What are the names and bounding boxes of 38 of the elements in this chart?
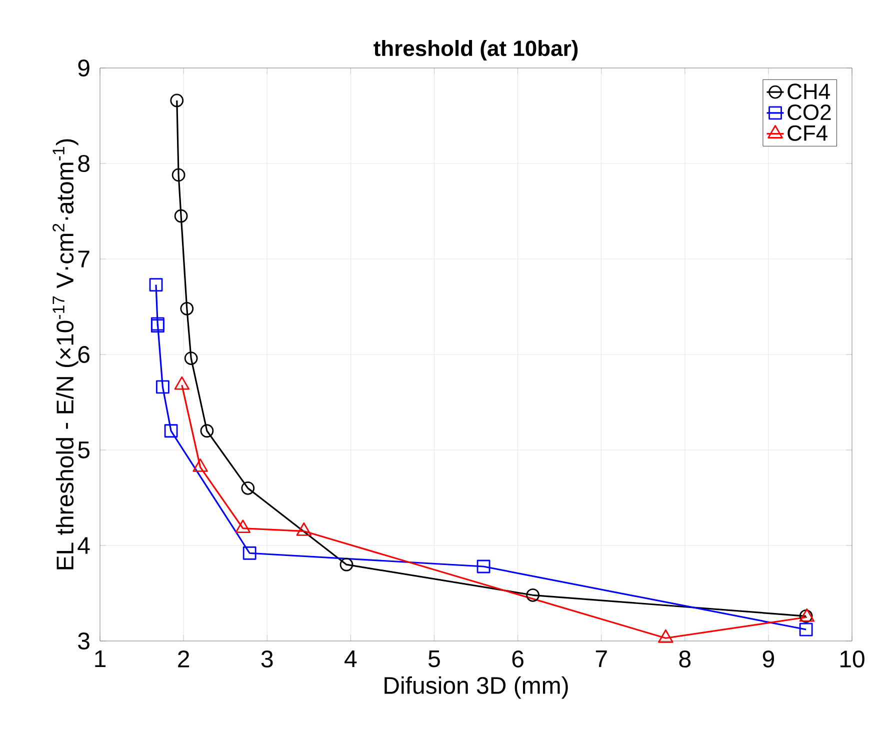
y-axis-title: EL threshold - E/N (×10$^{-17}$ V·cm$^{2}$·atom$^{-1}$) bbox=[52, 139, 78, 570]
y-tick-label: 8 bbox=[78, 154, 90, 172]
point bbox=[170, 94, 184, 108]
x-tick-label: 4 bbox=[344, 650, 357, 668]
x-tick-label: 8 bbox=[679, 650, 691, 668]
x-tick-label: 2 bbox=[178, 650, 190, 668]
x-axis-title: Difusion 3D (mm) bbox=[384, 676, 568, 699]
y-tick-label: 3 bbox=[78, 632, 90, 650]
legend-label: CO2 bbox=[788, 104, 831, 120]
legend-label: CF4 bbox=[788, 125, 828, 141]
y-tick-label: 5 bbox=[78, 442, 90, 458]
point bbox=[241, 481, 255, 495]
y-tick-label: 4 bbox=[78, 537, 90, 554]
point bbox=[200, 424, 214, 438]
x-tick-label: 3 bbox=[261, 650, 273, 668]
y-tick-label: 6 bbox=[78, 346, 90, 363]
point bbox=[526, 588, 540, 602]
point bbox=[476, 560, 490, 574]
x-tick-label: 1 bbox=[95, 650, 106, 668]
point bbox=[180, 302, 194, 316]
point bbox=[799, 622, 813, 636]
point bbox=[340, 558, 354, 572]
chart-title: threshold (at 10bar) bbox=[374, 40, 578, 60]
y-tick-label: 9 bbox=[78, 59, 90, 76]
x-tick-label: 9 bbox=[762, 650, 774, 668]
y-tick-label: 7 bbox=[78, 250, 90, 268]
point bbox=[184, 352, 198, 366]
x-tick-label: 6 bbox=[512, 650, 524, 668]
point bbox=[174, 209, 188, 223]
x-tick-label: 7 bbox=[596, 650, 607, 668]
point bbox=[242, 546, 256, 560]
point bbox=[149, 278, 163, 292]
x-tick-label: 5 bbox=[428, 650, 440, 668]
point bbox=[156, 380, 170, 394]
legend-label: CH4 bbox=[788, 84, 830, 100]
x-tick-label: 10 bbox=[840, 650, 864, 668]
point bbox=[172, 168, 186, 182]
point bbox=[164, 424, 178, 438]
